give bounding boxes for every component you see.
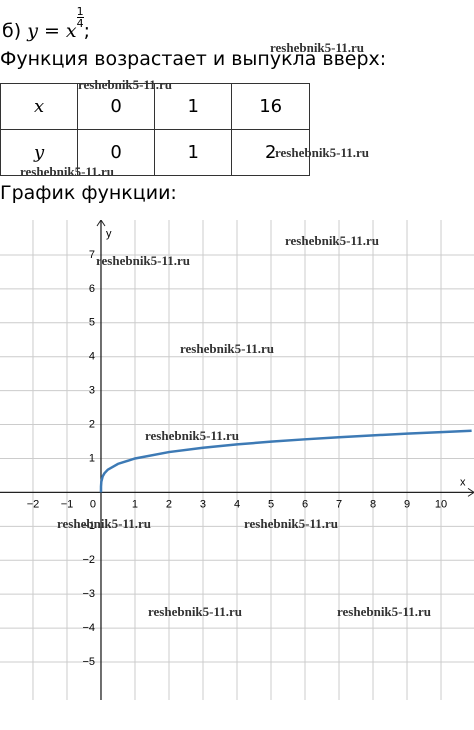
cell: 0 bbox=[77, 83, 156, 130]
origin-label: 0 bbox=[90, 498, 96, 510]
cell: 16 bbox=[231, 83, 310, 130]
x-tick-label: 5 bbox=[268, 498, 274, 510]
watermark: reshebnik5-11.ru bbox=[244, 516, 339, 531]
y-tick-label: 5 bbox=[89, 317, 95, 329]
y-tick-label: 7 bbox=[89, 249, 95, 261]
x-tick-label: 8 bbox=[370, 498, 376, 510]
watermark: reshebnik5-11.ru bbox=[78, 77, 173, 92]
y-tick-label: −3 bbox=[82, 588, 95, 600]
task-header: б) y = x 1 4; bbox=[2, 6, 90, 42]
y-tick-label: 6 bbox=[89, 283, 95, 295]
watermark: reshebnik5-11.ru bbox=[275, 145, 370, 160]
watermark: reshebnik5-11.ru bbox=[145, 428, 240, 443]
watermark: reshebnik5-11.ru bbox=[337, 604, 432, 619]
exponent-num: 1 bbox=[76, 5, 84, 18]
watermark: reshebnik5-11.ru bbox=[148, 604, 243, 619]
watermark: reshebnik5-11.ru bbox=[57, 516, 152, 531]
watermark: reshebnik5-11.ru bbox=[20, 164, 115, 179]
y-tick-label: −5 bbox=[82, 656, 95, 668]
watermark: reshebnik5-11.ru bbox=[180, 341, 275, 356]
graph-caption: График функции: bbox=[0, 182, 177, 204]
cell: 0 bbox=[77, 129, 156, 176]
x-tick-label: 10 bbox=[435, 498, 447, 510]
cell: x bbox=[0, 83, 79, 130]
x-tick-label: −2 bbox=[27, 498, 40, 510]
watermark: reshebnik5-11.ru bbox=[96, 253, 191, 268]
curve bbox=[99, 429, 472, 493]
y-tick-label: 3 bbox=[89, 385, 95, 397]
formula: y = x bbox=[27, 20, 77, 42]
axis-arrow bbox=[96, 220, 106, 227]
y-tick-label: 2 bbox=[89, 418, 95, 430]
task-label: б) bbox=[2, 20, 22, 42]
x-tick-label: −1 bbox=[61, 498, 74, 510]
y-tick-label: −4 bbox=[82, 622, 95, 634]
x-tick-label: 1 bbox=[132, 498, 138, 510]
y-tick-label: −1 bbox=[82, 520, 95, 532]
cell: 1 bbox=[154, 129, 233, 176]
x-tick-label: 2 bbox=[166, 498, 172, 510]
x-axis-label: x bbox=[460, 476, 466, 488]
watermark: reshebnik5-11.ru bbox=[285, 233, 380, 248]
y-tick-label: 1 bbox=[89, 452, 95, 464]
x-tick-label: 3 bbox=[200, 498, 206, 510]
x-tick-label: 7 bbox=[336, 498, 342, 510]
y-axis-label: y bbox=[106, 228, 112, 240]
chart: −2 −1 1 2 3 4 5 6 7 8 9 10 −5 −4 −3 −2 −1 1 2 3 4 5 6 7 x y 0 bbox=[0, 220, 474, 700]
x-tick-label: 6 bbox=[302, 498, 308, 510]
cell: 2 bbox=[231, 129, 310, 176]
watermark: reshebnik5-11.ru bbox=[270, 40, 365, 55]
statement: Функция возрастает и выпукла вверх: bbox=[0, 48, 387, 70]
x-tick-label: 4 bbox=[234, 498, 240, 510]
formula-end: ; bbox=[83, 20, 91, 42]
x-tick-label: 9 bbox=[404, 498, 410, 510]
exponent-den: 4 bbox=[76, 17, 84, 30]
axis-arrow bbox=[467, 487, 474, 497]
y-tick-label: 4 bbox=[89, 351, 95, 363]
y-tick-label: −2 bbox=[82, 554, 95, 566]
